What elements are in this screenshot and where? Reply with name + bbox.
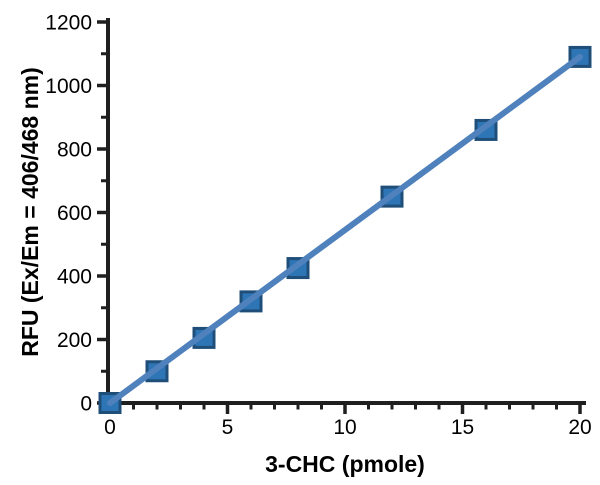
x-tick-label: 20: [568, 416, 591, 439]
y-tick-label: 0: [80, 393, 92, 416]
y-axis-title: RFU (Ex/Em = 406/468 nm): [17, 67, 43, 357]
axis-ticks: [97, 20, 582, 414]
data-series: [98, 45, 592, 414]
x-axis-title: 3-CHC (pmole): [265, 451, 425, 477]
axis-tick-labels: 0 200 400 600 800 1000 1200 0 5 10 15 20: [45, 12, 591, 440]
x-tick-label: 0: [104, 416, 116, 439]
x-tick-label: 10: [333, 416, 356, 439]
y-tick-label: 800: [57, 139, 92, 162]
y-tick-label: 1000: [45, 75, 92, 98]
x-tick-label: 15: [451, 416, 474, 439]
x-tick-label: 5: [222, 416, 234, 439]
y-tick-label: 600: [57, 202, 92, 225]
y-tick-label: 400: [57, 266, 92, 289]
y-tick-label: 200: [57, 329, 92, 352]
axes: [104, 18, 586, 405]
y-tick-label: 1200: [45, 12, 92, 35]
trendline: [107, 53, 583, 406]
